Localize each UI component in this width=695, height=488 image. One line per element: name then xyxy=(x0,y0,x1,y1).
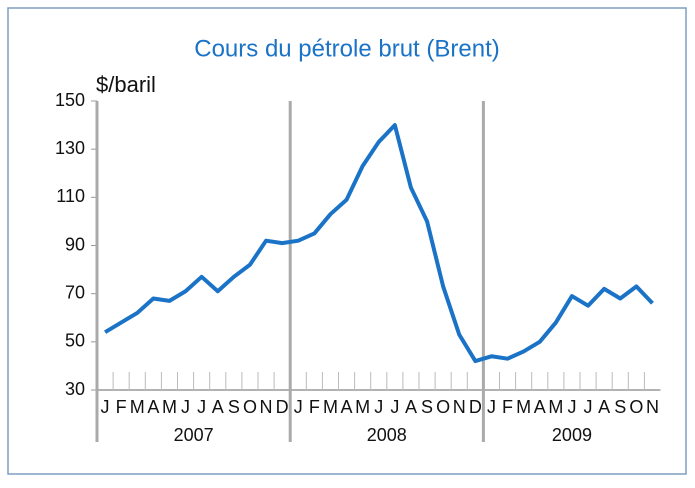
x-tick-label: J xyxy=(567,397,576,417)
x-tick-label: J xyxy=(197,397,206,417)
x-tick-label: J xyxy=(181,397,190,417)
x-tick-label: A xyxy=(405,397,417,417)
x-tick-label: N xyxy=(260,397,273,417)
y-tick-label: 50 xyxy=(65,331,85,351)
x-tick-label: J xyxy=(374,397,383,417)
y-tick-label: 90 xyxy=(65,234,85,254)
x-tick-label: F xyxy=(309,397,320,417)
y-tick-label: 110 xyxy=(56,186,85,206)
x-tick-label: M xyxy=(516,397,531,417)
x-tick-label: J xyxy=(390,397,399,417)
x-tick-label: A xyxy=(341,397,353,417)
x-tick-label: A xyxy=(147,397,159,417)
frame xyxy=(7,7,687,475)
x-tick-label: D xyxy=(469,397,482,417)
x-tick-label: O xyxy=(436,397,450,417)
x-tick-label: M xyxy=(355,397,370,417)
x-tick-label: M xyxy=(323,397,338,417)
x-tick-label: M xyxy=(162,397,177,417)
x-tick-label: F xyxy=(502,397,513,417)
x-tick-label: J xyxy=(101,397,110,417)
x-tick-label: S xyxy=(614,397,626,417)
price-line xyxy=(104,123,654,364)
x-tick-label: N xyxy=(646,397,659,417)
y-tick-label: 70 xyxy=(65,282,85,302)
x-tick-label: F xyxy=(116,397,127,417)
y-axis-label: $/baril xyxy=(96,72,156,97)
x-tick-label: M xyxy=(130,397,145,417)
year-label: 2009 xyxy=(552,425,592,445)
year-label: 2008 xyxy=(367,425,407,445)
x-tick-label: J xyxy=(487,397,496,417)
x-tick-label: S xyxy=(228,397,240,417)
y-tick-label: 30 xyxy=(65,379,85,399)
x-tick-label: A xyxy=(598,397,610,417)
x-tick-label: O xyxy=(629,397,643,417)
x-tick-label: A xyxy=(212,397,224,417)
x-tick-label: O xyxy=(243,397,257,417)
x-tick-label: N xyxy=(453,397,466,417)
x-tick-label: J xyxy=(584,397,593,417)
chart-title: Cours du pétrole brut (Brent) xyxy=(194,35,499,62)
y-tick-label: 150 xyxy=(55,90,85,110)
x-tick-label: M xyxy=(548,397,563,417)
x-tick-label: J xyxy=(294,397,303,417)
x-tick-label: A xyxy=(534,397,546,417)
x-tick-label: S xyxy=(421,397,433,417)
x-tick-label: D xyxy=(276,397,289,417)
year-label: 2007 xyxy=(174,425,214,445)
y-tick-label: 130 xyxy=(55,138,85,158)
